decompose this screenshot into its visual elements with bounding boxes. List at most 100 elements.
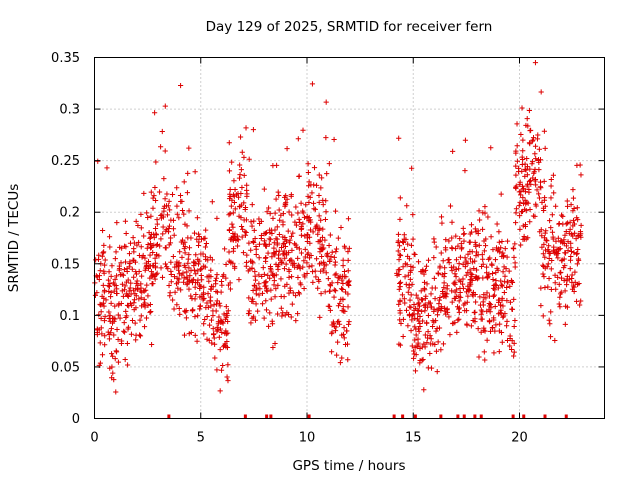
data-point	[230, 260, 236, 266]
data-point	[507, 343, 513, 349]
data-point	[253, 291, 259, 297]
data-point	[177, 249, 183, 255]
data-point	[112, 303, 118, 309]
data-point	[442, 265, 448, 271]
data-point	[444, 286, 450, 292]
data-point	[152, 110, 158, 116]
data-point	[316, 192, 322, 199]
data-point	[240, 250, 247, 256]
data-point	[438, 250, 444, 256]
data-point	[428, 341, 434, 347]
data-point	[413, 292, 419, 298]
data-point	[198, 272, 204, 279]
data-point	[307, 194, 313, 200]
data-point	[152, 260, 158, 266]
data-point	[298, 250, 305, 256]
data-point	[323, 270, 329, 276]
data-point	[265, 250, 271, 256]
data-point	[231, 199, 238, 206]
data-point	[98, 315, 104, 322]
data-point	[487, 255, 493, 261]
data-point	[413, 332, 419, 338]
data-point	[461, 238, 467, 244]
data-point	[222, 316, 229, 322]
data-point	[249, 265, 255, 271]
data-point	[400, 264, 406, 270]
data-point	[534, 187, 540, 193]
data-point	[451, 280, 457, 286]
data-point	[162, 103, 168, 109]
data-point	[243, 259, 250, 266]
data-point	[341, 268, 348, 275]
data-point	[431, 306, 437, 312]
data-point	[147, 245, 154, 251]
data-point	[543, 228, 549, 234]
data-point	[491, 292, 497, 298]
data-point	[250, 287, 256, 294]
data-point	[318, 246, 324, 252]
data-point	[493, 270, 499, 276]
data-point	[433, 348, 440, 354]
data-point	[323, 99, 329, 105]
data-point	[524, 155, 530, 162]
data-point	[127, 285, 133, 291]
data-point	[574, 250, 580, 256]
data-point	[532, 60, 539, 66]
data-point	[282, 255, 288, 261]
data-point	[207, 294, 214, 300]
data-point	[129, 302, 135, 309]
data-point	[450, 320, 456, 327]
data-point	[94, 331, 100, 338]
data-point	[530, 135, 537, 141]
data-point	[490, 246, 496, 253]
data-point	[282, 312, 288, 318]
data-point	[558, 212, 565, 218]
data-point	[460, 231, 467, 237]
data-point	[286, 268, 292, 274]
data-point	[421, 387, 427, 393]
data-point	[227, 186, 233, 193]
data-point	[542, 247, 549, 253]
data-point	[226, 212, 232, 218]
data-point	[151, 242, 157, 248]
data-point	[160, 231, 166, 237]
data-point	[570, 283, 577, 289]
data-point	[462, 168, 468, 174]
data-point	[456, 305, 462, 311]
data-point	[564, 278, 570, 284]
data-point	[126, 264, 132, 270]
data-point	[286, 209, 292, 215]
data-point	[523, 236, 529, 242]
data-point	[571, 205, 577, 212]
data-point	[225, 308, 231, 314]
data-point	[492, 303, 498, 310]
data-point	[428, 336, 434, 342]
data-point	[412, 337, 418, 343]
data-point	[495, 285, 501, 291]
data-point	[124, 340, 131, 347]
data-point	[476, 242, 482, 248]
data-point	[500, 314, 506, 320]
data-point	[139, 273, 145, 279]
data-point	[333, 246, 340, 252]
data-point	[477, 302, 484, 308]
data-point	[416, 328, 422, 335]
data-point	[226, 227, 233, 234]
data-point	[345, 249, 351, 255]
data-point	[568, 202, 574, 208]
data-point	[322, 237, 328, 243]
data-point	[290, 230, 296, 236]
data-point	[176, 261, 182, 267]
data-point	[272, 340, 278, 347]
data-point	[148, 213, 154, 219]
data-point	[491, 350, 497, 356]
data-point	[304, 260, 310, 266]
data-point	[241, 172, 247, 179]
data-point	[235, 237, 241, 243]
data-point	[186, 265, 192, 271]
data-point	[191, 277, 197, 283]
data-point	[97, 340, 103, 346]
data-point	[128, 331, 135, 337]
data-point	[258, 235, 264, 242]
data-point	[102, 287, 108, 293]
